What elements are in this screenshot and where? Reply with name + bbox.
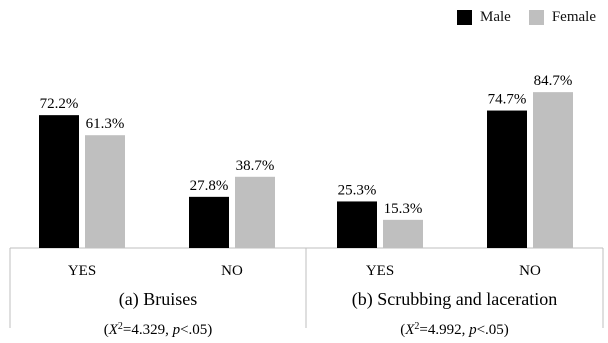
category-label-p1-c0: YES [366, 263, 394, 279]
panel-title-1: (b) Scrubbing and laceration [352, 289, 557, 310]
bar-yes-male-p1 [337, 201, 377, 248]
stat-note-0: (X2=4.329, p<.05) [104, 321, 213, 339]
bar-no-male-p0 [189, 196, 229, 248]
legend-label-female: Female [551, 9, 596, 25]
stat-note-part-1-3: =4.992, [419, 322, 469, 338]
legend-swatch-male [457, 10, 473, 25]
stat-note-part-0-5: <.05) [180, 322, 212, 338]
legend-swatch-female [528, 10, 544, 25]
data-label-female-p0-c1: 38.7% [236, 158, 275, 174]
legend-label-male: Male [480, 9, 511, 25]
bar-yes-female-p0 [85, 135, 125, 248]
bar-yes-male-p0 [39, 115, 79, 248]
data-label-female-p1-c1: 84.7% [534, 73, 573, 89]
chart-legend: Male Female [439, 9, 596, 26]
category-label-p0-c1: NO [221, 263, 243, 279]
data-label-female-p0-c0: 61.3% [86, 116, 125, 132]
stat-note-part-1-4: p [468, 322, 477, 338]
bar-no-female-p0 [235, 176, 275, 248]
panel-title-0: (a) Bruises [119, 289, 197, 310]
data-label-male-p1-c1: 74.7% [488, 92, 527, 108]
stat-note-part-0-2: 2 [118, 321, 123, 332]
legend-item-male: Male [457, 9, 511, 26]
stat-note-part-0-1: X [108, 322, 119, 338]
data-label-male-p0-c1: 27.8% [190, 178, 229, 194]
category-label-p1-c1: NO [519, 263, 541, 279]
category-label-p0-c0: YES [68, 263, 96, 279]
data-label-male-p0-c0: 72.2% [40, 96, 79, 112]
bar-no-male-p1 [487, 110, 527, 248]
data-label-female-p1-c0: 15.3% [384, 201, 423, 217]
bar-no-female-p1 [533, 92, 573, 248]
stat-note-1: (X2=4.992, p<.05) [400, 321, 509, 339]
stat-note-part-1-5: <.05) [477, 322, 509, 338]
stat-note-part-1-1: X [404, 322, 415, 338]
stat-note-part-0-3: =4.329, [123, 322, 173, 338]
data-label-male-p1-c0: 25.3% [338, 182, 377, 198]
stat-note-part-1-2: 2 [414, 321, 419, 332]
stat-note-part-0-0: ( [104, 322, 109, 338]
bar-yes-female-p1 [383, 219, 423, 248]
stat-note-part-1-0: ( [400, 322, 405, 338]
stat-note-part-0-4: p [172, 322, 181, 338]
legend-item-female: Female [528, 9, 596, 26]
